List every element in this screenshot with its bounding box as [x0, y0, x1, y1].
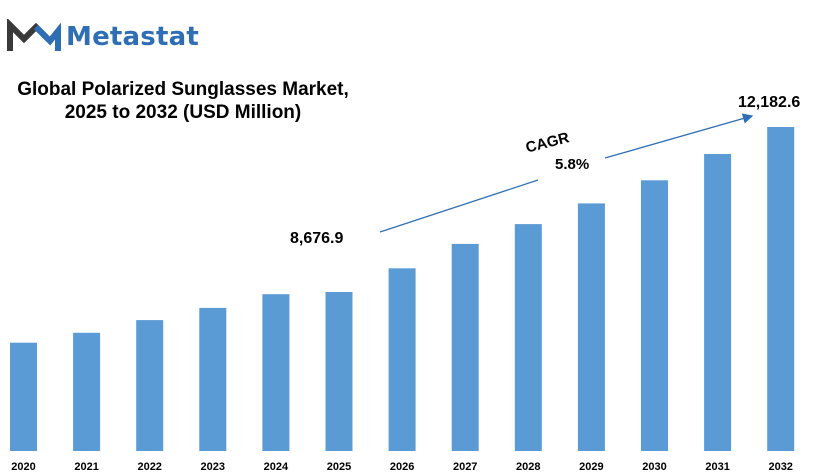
cagr-arrow-segment-1: [379, 179, 539, 233]
brand-name: Metastat: [66, 22, 199, 52]
x-tick-label-2024: 2024: [264, 461, 289, 473]
x-tick-label-2022: 2022: [137, 461, 161, 473]
x-tick-label-2029: 2029: [579, 461, 603, 473]
cagr-arrow-segment-2: [604, 113, 754, 159]
bar-2028: [514, 224, 542, 451]
cagr-value: 5.8%: [555, 156, 590, 173]
x-tick-label-2031: 2031: [705, 461, 729, 473]
bar-2026: [388, 268, 416, 451]
bar-2031: [704, 154, 732, 451]
bar-2024: [262, 294, 290, 451]
bar-2025: [325, 292, 353, 451]
bar-2030: [641, 180, 668, 452]
bar-2029: [577, 203, 605, 451]
bar-2022: [136, 320, 164, 451]
x-tick-label-2021: 2021: [74, 461, 98, 473]
x-tick-label-2023: 2023: [201, 461, 225, 473]
bar-2032: [767, 127, 795, 451]
bar-2023: [199, 307, 227, 451]
x-tick-label-2028: 2028: [516, 461, 540, 473]
bar-2027: [451, 243, 479, 451]
data-label-2025: 8,676.9: [290, 230, 344, 247]
metastat-logo-icon: [7, 19, 61, 51]
x-tick-label-2027: 2027: [453, 461, 477, 473]
chart-title-line-2: 2025 to 2032 (USD Million): [64, 102, 302, 123]
bar-2020: [10, 342, 37, 451]
x-tick-label-2025: 2025: [327, 461, 351, 473]
x-tick-label-2026: 2026: [390, 461, 414, 473]
chart-title: Global Polarized Sunglasses Market, 2025…: [0, 78, 366, 124]
chart-title-line-1: Global Polarized Sunglasses Market,: [17, 79, 349, 100]
bar-2021: [73, 332, 101, 451]
x-tick-label-2030: 2030: [642, 461, 666, 473]
x-tick-label-2032: 2032: [768, 461, 792, 473]
x-tick-label-2020: 2020: [11, 461, 35, 473]
brand-logo: Metastat: [6, 18, 199, 56]
data-label-2032: 12,182.6: [738, 94, 801, 111]
